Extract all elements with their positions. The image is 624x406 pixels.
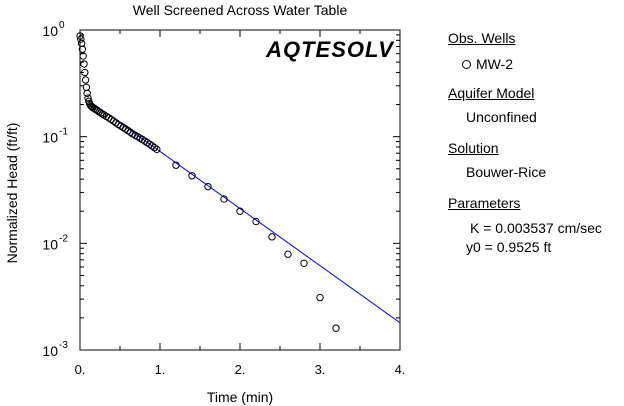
- data-point: [172, 161, 180, 169]
- parameters-heading: Parameters: [448, 195, 521, 211]
- plot-frame: [79, 29, 401, 351]
- data-point: [316, 293, 324, 302]
- aquifer-heading: Aquifer Model: [448, 85, 535, 101]
- y-tick-label: 10: [42, 236, 58, 252]
- x-axis-label: Time (min): [207, 389, 273, 405]
- y-tick-exponent: -1: [59, 127, 68, 138]
- data-point: [148, 142, 156, 150]
- data-point: [236, 207, 244, 215]
- x-tick-label: 3.: [315, 362, 326, 377]
- data-point: [79, 52, 87, 60]
- data-points: [76, 32, 340, 332]
- y-tick-label: 10: [42, 130, 58, 146]
- data-point: [80, 60, 88, 68]
- data-point: [188, 172, 196, 180]
- data-point: [332, 324, 340, 332]
- data-point: [84, 94, 92, 102]
- solution-heading: Solution: [448, 140, 499, 156]
- data-point: [268, 233, 276, 241]
- data-point: [150, 143, 159, 152]
- data-point: [83, 89, 91, 98]
- y-axis-label: Normalized Head (ft/ft): [4, 123, 20, 264]
- y-tick-exponent: 0: [59, 20, 65, 31]
- data-point: [77, 39, 86, 48]
- y-tick-exponent: -2: [59, 233, 68, 244]
- y-tick-exponent: -3: [59, 340, 68, 351]
- legend-well-name: MW-2: [476, 56, 514, 72]
- data-point: [153, 145, 161, 154]
- x-tick-label: 4.: [395, 362, 406, 377]
- data-point: [77, 35, 85, 43]
- data-point: [284, 250, 292, 258]
- data-point: [81, 68, 89, 77]
- data-point: [82, 83, 91, 92]
- open-circle-icon: [462, 59, 471, 69]
- data-point: [300, 259, 308, 267]
- y-tick-label: 10: [42, 343, 58, 359]
- logo-text: AQTESOLV: [265, 37, 395, 62]
- data-point: [98, 110, 107, 118]
- data-point: [204, 182, 212, 191]
- obs-wells-heading: Obs. Wells: [448, 30, 516, 46]
- x-tick-label: 2.: [235, 362, 246, 377]
- x-tick-label: 0.: [75, 362, 86, 377]
- y-tick-label: 10: [42, 23, 58, 39]
- x-tick-label: 1.: [155, 362, 166, 377]
- data-point: [81, 76, 90, 84]
- data-point: [252, 217, 260, 226]
- data-point: [220, 195, 228, 203]
- chart-title: Well Screened Across Water Table: [133, 2, 348, 18]
- data-point: [76, 32, 84, 40]
